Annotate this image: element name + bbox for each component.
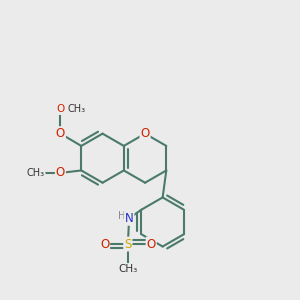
Text: O: O [100, 238, 109, 250]
Text: CH₃: CH₃ [68, 104, 86, 114]
Text: S: S [124, 238, 132, 250]
Text: O: O [56, 167, 65, 179]
Text: N: N [125, 212, 134, 225]
Text: CH₃: CH₃ [27, 168, 45, 178]
Text: O: O [140, 127, 150, 140]
Text: O: O [56, 127, 65, 140]
Text: O: O [56, 104, 64, 114]
Text: O: O [147, 238, 156, 250]
Text: H: H [118, 211, 125, 221]
Text: CH₃: CH₃ [118, 264, 137, 274]
